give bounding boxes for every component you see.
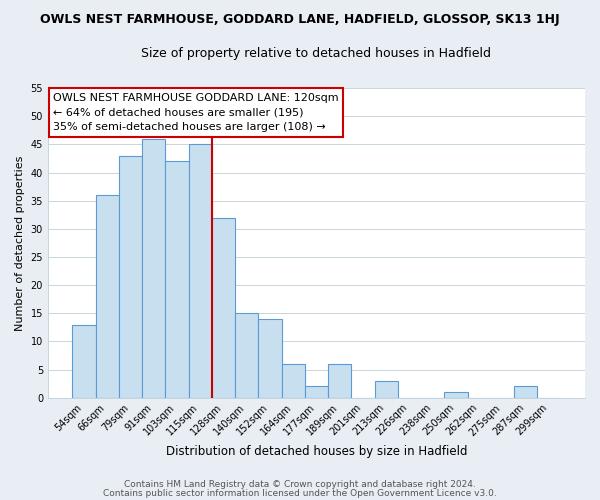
Title: Size of property relative to detached houses in Hadfield: Size of property relative to detached ho… bbox=[142, 48, 491, 60]
Bar bbox=[445, 392, 467, 398]
Text: Contains public sector information licensed under the Open Government Licence v3: Contains public sector information licen… bbox=[103, 489, 497, 498]
Bar bbox=[259, 319, 281, 398]
Bar bbox=[212, 218, 235, 398]
Bar bbox=[166, 161, 188, 398]
Text: OWLS NEST FARMHOUSE GODDARD LANE: 120sqm
← 64% of detached houses are smaller (1: OWLS NEST FARMHOUSE GODDARD LANE: 120sqm… bbox=[53, 92, 339, 132]
Bar bbox=[188, 144, 212, 398]
Text: OWLS NEST FARMHOUSE, GODDARD LANE, HADFIELD, GLOSSOP, SK13 1HJ: OWLS NEST FARMHOUSE, GODDARD LANE, HADFI… bbox=[40, 12, 560, 26]
Bar bbox=[374, 381, 398, 398]
X-axis label: Distribution of detached houses by size in Hadfield: Distribution of detached houses by size … bbox=[166, 444, 467, 458]
Bar bbox=[514, 386, 538, 398]
Bar bbox=[235, 313, 259, 398]
Text: Contains HM Land Registry data © Crown copyright and database right 2024.: Contains HM Land Registry data © Crown c… bbox=[124, 480, 476, 489]
Bar bbox=[305, 386, 328, 398]
Bar bbox=[281, 364, 305, 398]
Bar bbox=[328, 364, 352, 398]
Bar bbox=[95, 195, 119, 398]
Bar bbox=[73, 324, 95, 398]
Bar bbox=[119, 156, 142, 398]
Bar bbox=[142, 138, 166, 398]
Y-axis label: Number of detached properties: Number of detached properties bbox=[15, 155, 25, 330]
